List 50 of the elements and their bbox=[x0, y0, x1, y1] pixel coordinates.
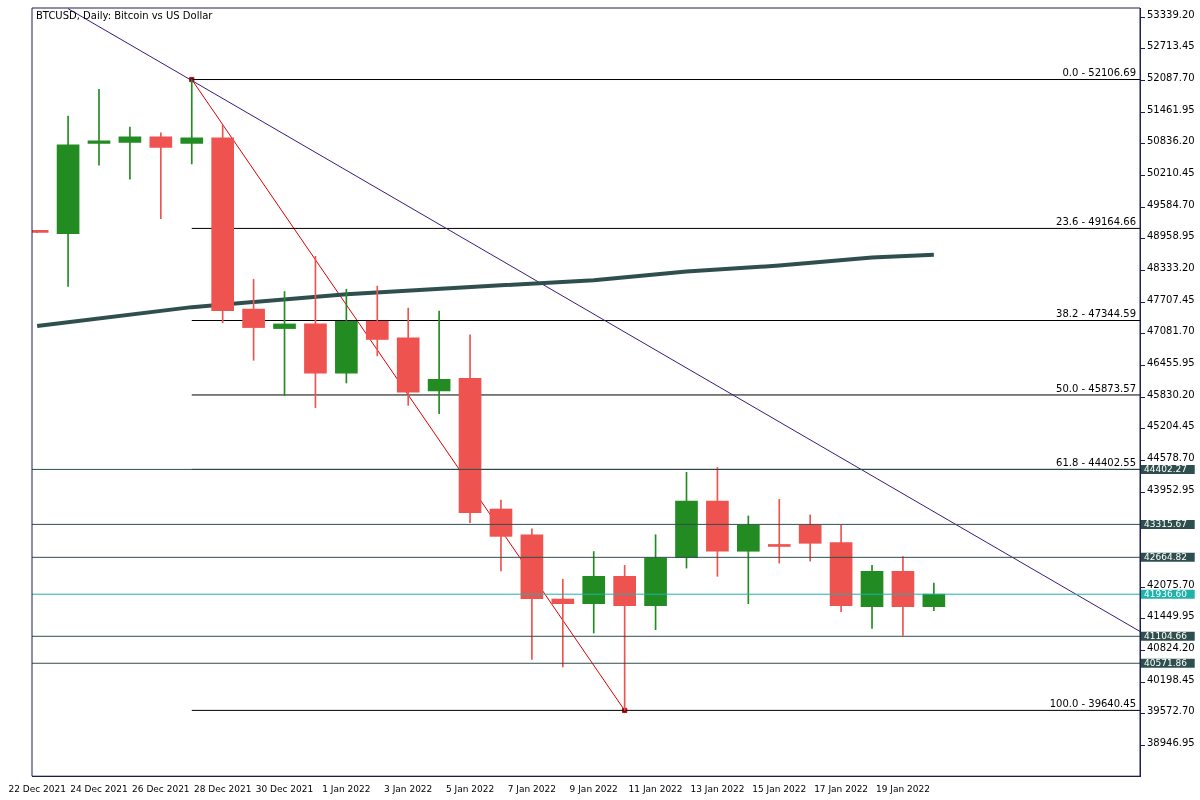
y-tick-label: 45204.45 bbox=[1147, 420, 1195, 432]
y-tick-label: 47707.45 bbox=[1147, 293, 1195, 305]
x-tick-label: 11 Jan 2022 bbox=[628, 783, 683, 794]
x-tick-label: 3 Jan 2022 bbox=[384, 783, 433, 794]
x-tick-label: 9 Jan 2022 bbox=[569, 783, 618, 794]
y-tick-label: 48333.20 bbox=[1147, 262, 1195, 274]
ref-line-label: 42664.82 bbox=[1144, 552, 1187, 563]
annotation: 61.8 - 44402.55 bbox=[1056, 456, 1136, 468]
y-tick-label: 41449.95 bbox=[1147, 610, 1195, 622]
y-tick-label: 48958.95 bbox=[1147, 230, 1195, 242]
y-tick-label: 40824.20 bbox=[1147, 642, 1195, 654]
y-tick-label: 42075.70 bbox=[1147, 578, 1195, 590]
y-tick-label: 38946.95 bbox=[1147, 737, 1195, 749]
y-tick-label: 45830.20 bbox=[1147, 388, 1195, 400]
x-tick-label: 19 Jan 2022 bbox=[875, 783, 930, 794]
x-tick-label: 17 Jan 2022 bbox=[814, 783, 869, 794]
ref-line-label: 43315.67 bbox=[1144, 519, 1187, 530]
y-tick-label: 52087.70 bbox=[1147, 72, 1195, 84]
annotation: 38.2 - 47344.59 bbox=[1056, 308, 1136, 320]
x-tick-label: 15 Jan 2022 bbox=[752, 783, 807, 794]
y-tick-label: 50836.20 bbox=[1147, 135, 1195, 147]
annotation: 23.6 - 49164.66 bbox=[1056, 216, 1136, 227]
y-tick-label: 43952.95 bbox=[1147, 483, 1195, 495]
y-tick-label: 47081.70 bbox=[1147, 325, 1195, 337]
x-tick-label: 1 Jan 2022 bbox=[322, 783, 371, 794]
ref-line-label: 41104.66 bbox=[1144, 631, 1188, 642]
x-tick-label: 7 Jan 2022 bbox=[507, 783, 557, 794]
x-tick-label: 28 Dec 2021 bbox=[193, 783, 252, 794]
y-tick-label: 53339.20 bbox=[1147, 8, 1195, 20]
x-tick-label: 22 Dec 2021 bbox=[8, 783, 66, 794]
x-tick-label: 26 Dec 2021 bbox=[132, 783, 190, 794]
annotation: 100.0 - 39640.45 bbox=[1049, 697, 1136, 709]
x-tick-label: 13 Jan 2022 bbox=[690, 783, 745, 794]
y-tick-label: 51461.95 bbox=[1147, 103, 1195, 115]
y-tick-label: 39572.70 bbox=[1147, 705, 1195, 717]
y-tick-label: 44578.70 bbox=[1147, 452, 1195, 464]
annotation: 0.0 - 52106.69 bbox=[1062, 67, 1136, 79]
ref-line-label: 41936.60 bbox=[1144, 589, 1188, 600]
y-tick-label: 50210.45 bbox=[1147, 167, 1195, 179]
ref-line-label: 44402.27 bbox=[1144, 464, 1187, 475]
y-tick-label: 52713.45 bbox=[1147, 40, 1195, 52]
y-tick-label: 40198.45 bbox=[1147, 673, 1195, 685]
annotation: 50.0 - 45873.57 bbox=[1056, 382, 1136, 394]
x-tick-label: 30 Dec 2021 bbox=[255, 783, 314, 794]
y-tick-label: 49584.70 bbox=[1147, 198, 1195, 210]
x-tick-label: 5 Jan 2022 bbox=[445, 783, 495, 794]
ref-line-label: 40571.86 bbox=[1144, 658, 1188, 669]
x-tick-label: 24 Dec 2021 bbox=[70, 783, 128, 794]
y-tick-label: 46455.95 bbox=[1147, 357, 1195, 369]
chart-title: BTCUSD, Daily: Bitcoin vs US Dollar bbox=[36, 9, 214, 21]
